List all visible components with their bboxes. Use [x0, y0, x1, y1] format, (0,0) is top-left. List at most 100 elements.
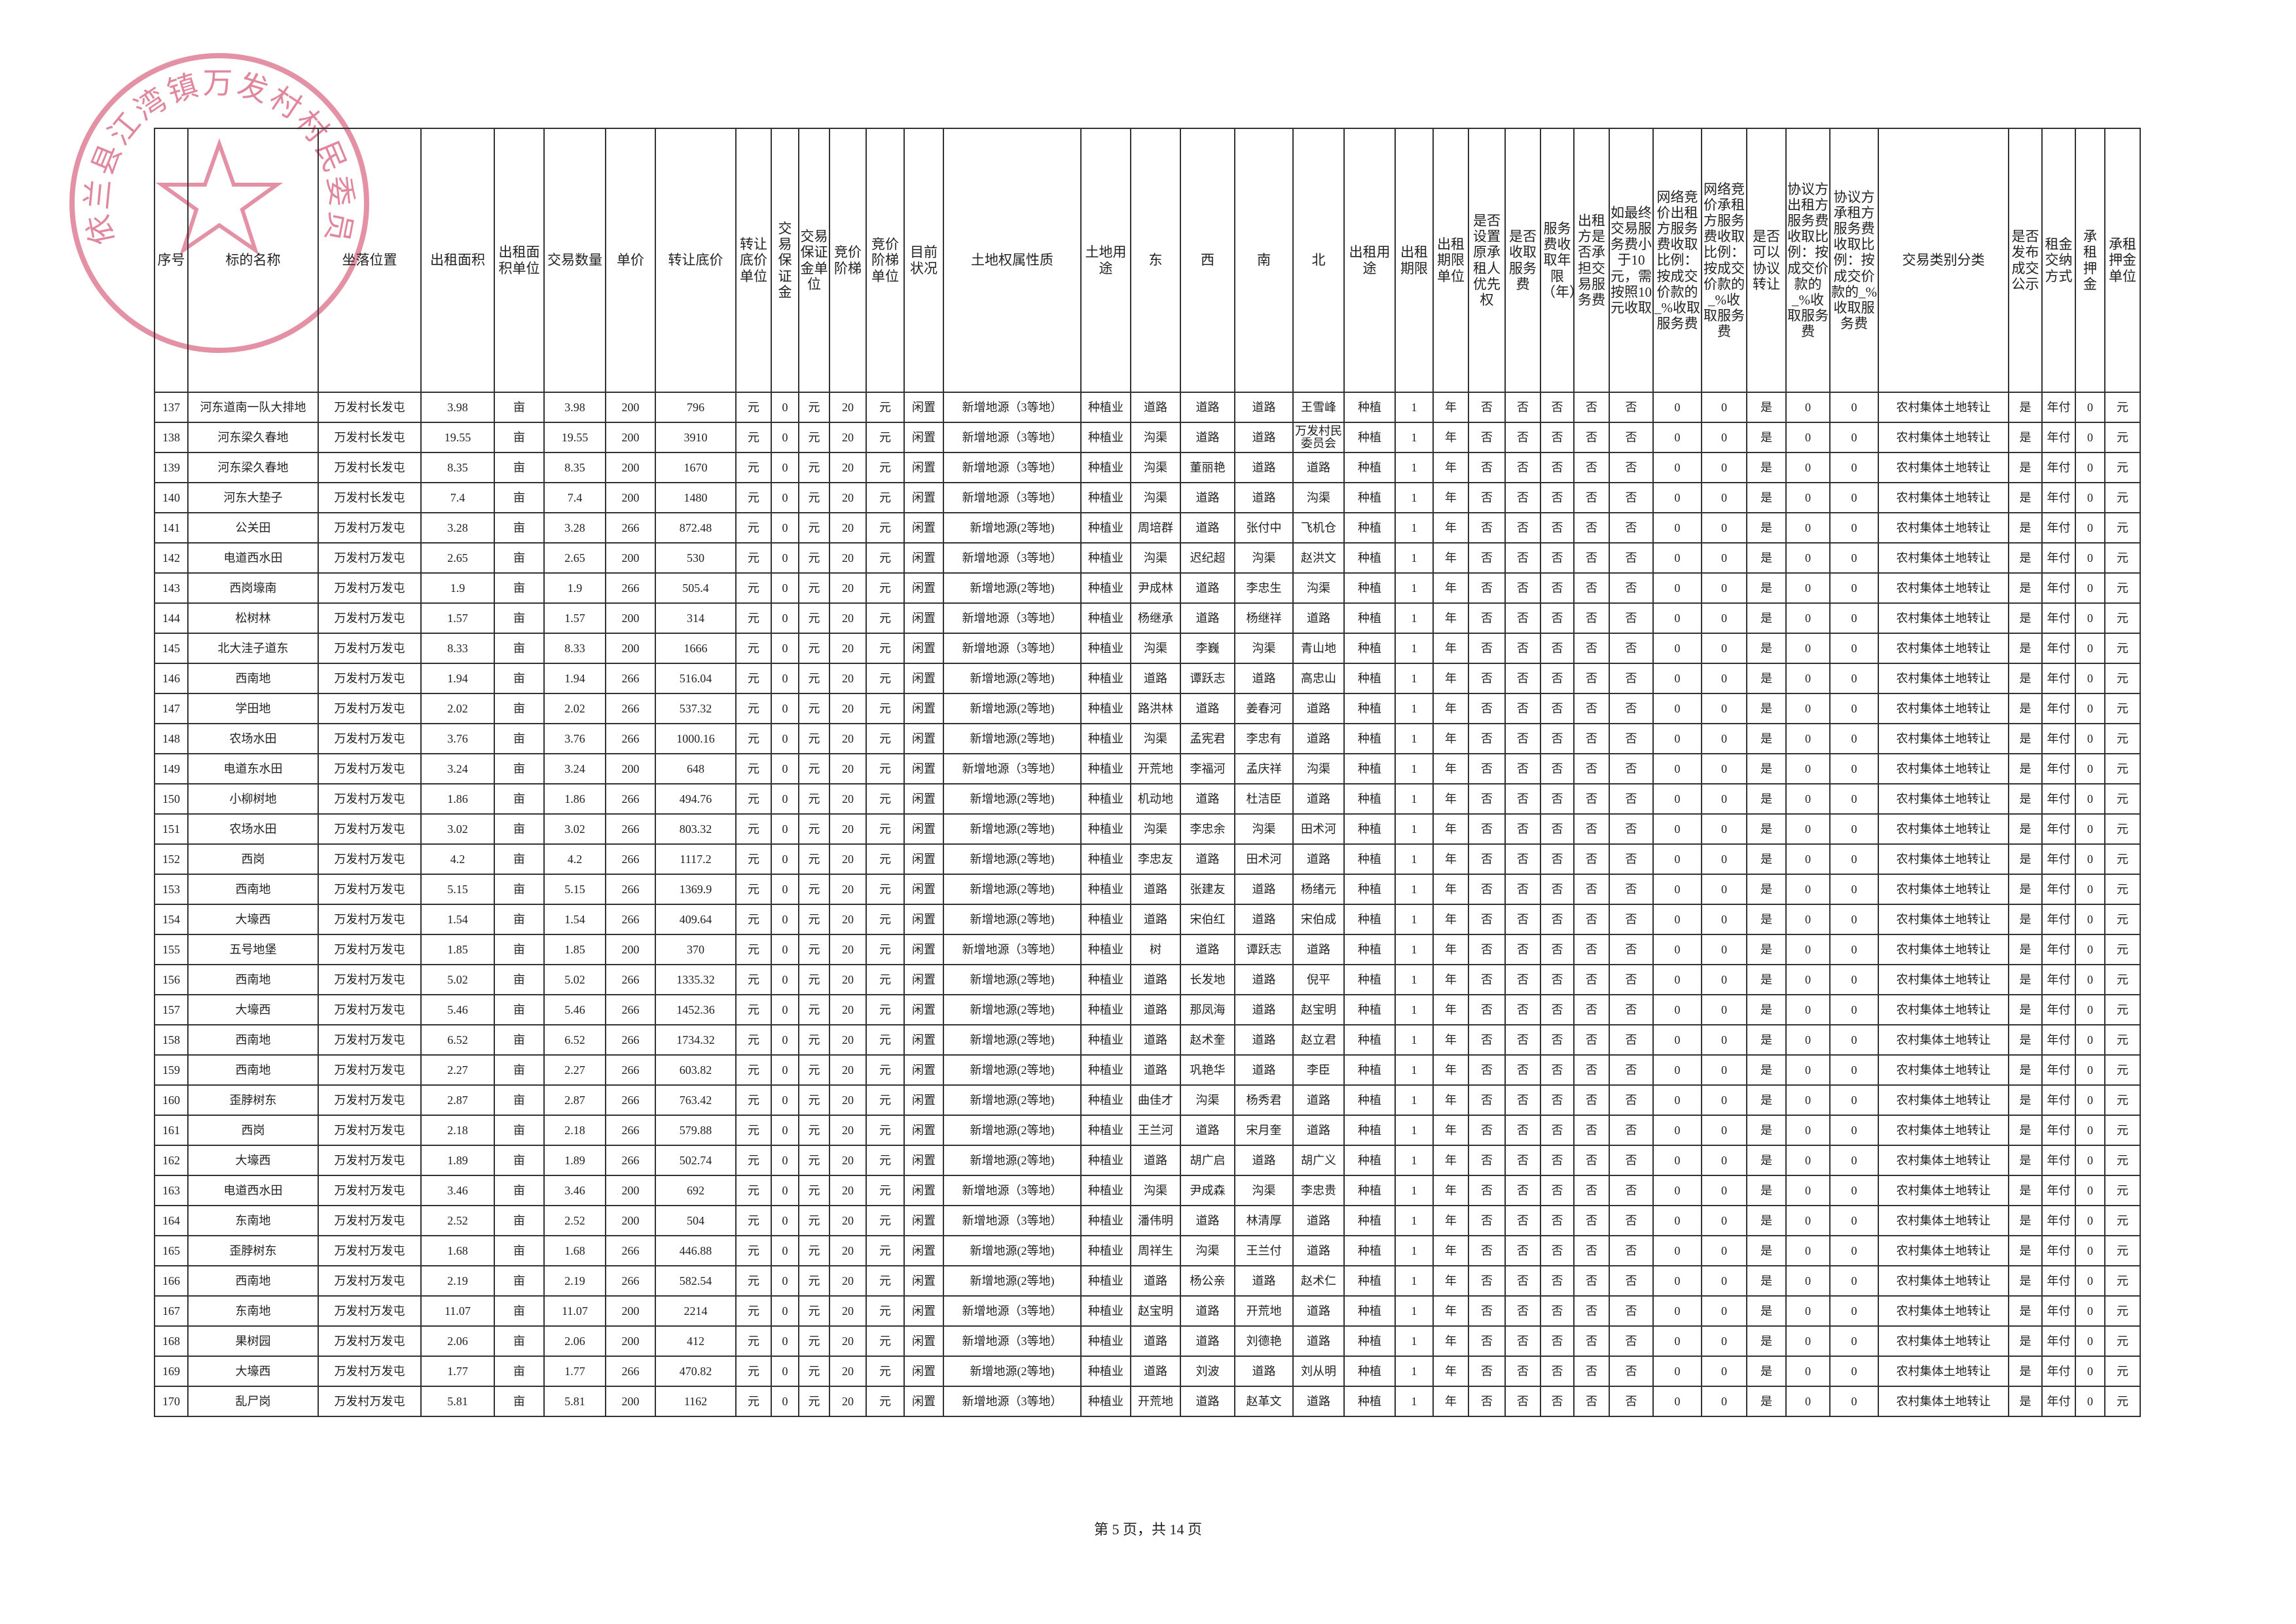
table-cell: 否	[1573, 994, 1610, 1025]
table-cell: 19.55	[420, 422, 495, 453]
table-cell: 亩	[494, 1265, 545, 1297]
table-cell: 种植业	[1080, 633, 1131, 664]
table-cell: 否	[1468, 1175, 1506, 1206]
table-cell: 开荒地	[1130, 1386, 1181, 1417]
table-cell: 1	[1394, 1356, 1434, 1387]
table-cell: 0	[2075, 1115, 2105, 1146]
table-cell: 沟渠	[1292, 572, 1345, 604]
table-cell: 0	[1652, 422, 1702, 453]
table-cell: 元	[2104, 392, 2141, 423]
table-cell: 20	[829, 602, 867, 634]
table-cell: 0	[1701, 602, 1747, 634]
table-cell: 种植	[1343, 1115, 1396, 1146]
table-cell: 否	[1504, 843, 1541, 875]
table-cell: 道路	[1292, 602, 1345, 634]
table-cell: 元	[2104, 1115, 2141, 1146]
table-cell: 种植	[1343, 1084, 1396, 1116]
table-cell: 年	[1432, 693, 1469, 724]
table-cell: 万发村长发屯	[318, 482, 422, 513]
table-cell: 年付	[2041, 783, 2076, 815]
table-cell: 0	[1785, 1265, 1831, 1297]
table-cell: 0	[1829, 753, 1879, 784]
table-cell: 元	[798, 843, 830, 875]
table-cell: 否	[1468, 1054, 1506, 1086]
table-cell: 种植	[1343, 542, 1396, 574]
table-cell: 农村集体土地转让	[1878, 813, 2009, 845]
header-cell: 转让底价	[655, 128, 737, 393]
table-cell: 年付	[2041, 452, 2076, 483]
table-cell: 新增地源(2等地)	[943, 783, 1082, 815]
table-cell: 是	[1746, 994, 1787, 1025]
table-cell: 0	[1785, 392, 1831, 423]
table-cell: 闲置	[903, 452, 944, 483]
table-cell: 种植业	[1080, 1356, 1131, 1387]
table-cell: 0	[1829, 1145, 1879, 1176]
table-cell: 154	[154, 904, 189, 935]
table-cell: 种植业	[1080, 1115, 1131, 1146]
table-cell: 种植	[1343, 1054, 1396, 1086]
table-cell: 闲置	[903, 1024, 944, 1056]
table-cell: 否	[1573, 753, 1610, 784]
table-cell: 亩	[494, 1145, 545, 1176]
table-cell: 168	[154, 1325, 189, 1357]
table-cell: 否	[1504, 542, 1541, 574]
table-cell: 1	[1394, 392, 1434, 423]
table-cell: 道路	[1234, 422, 1294, 453]
table-cell: 元	[798, 723, 830, 754]
table-cell: 刘德艳	[1234, 1325, 1294, 1357]
table-cell: 农场水田	[187, 723, 319, 754]
table-cell: 1	[1394, 693, 1434, 724]
table-cell: 0	[1829, 633, 1879, 664]
table-cell: 否	[1573, 693, 1610, 724]
table-cell: 年	[1432, 1024, 1469, 1056]
table-cell: 元	[735, 1054, 772, 1086]
table-cell: 年付	[2041, 602, 2076, 634]
table-cell: 1	[1394, 934, 1434, 965]
table-cell: 孟庆祥	[1234, 753, 1294, 784]
table-cell: 0	[1829, 1084, 1879, 1116]
header-cell: 出租期限	[1394, 128, 1434, 393]
table-cell: 否	[1468, 934, 1506, 965]
table-cell: 是	[1746, 633, 1787, 664]
table-cell: 否	[1468, 994, 1506, 1025]
table-cell: 种植	[1343, 693, 1396, 724]
table-cell: 2.27	[543, 1054, 606, 1086]
table-cell: 0	[771, 633, 799, 664]
table-cell: 3.46	[420, 1175, 495, 1206]
table-cell: 青山地	[1292, 633, 1345, 664]
table-cell: 0	[1829, 964, 1879, 995]
table-cell: 元	[735, 663, 772, 694]
table-cell: 元	[2104, 753, 2141, 784]
table-cell: 种植	[1343, 1175, 1396, 1206]
table-cell: 3.02	[420, 813, 495, 845]
table-cell: 0	[1785, 1175, 1831, 1206]
table-cell: 否	[1504, 392, 1541, 423]
table-cell: 李忠友	[1130, 843, 1181, 875]
table-cell: 1.86	[543, 783, 606, 815]
header-cell: 坐落位置	[318, 128, 422, 393]
header-cell: 交易数量	[543, 128, 606, 393]
header-cell: 网络竞价出租方服务费收取比例：按成交价款的_%收取服务费	[1652, 128, 1702, 393]
header-cell: 出租面积	[420, 128, 495, 393]
table-cell: 西南地	[187, 964, 319, 995]
table-cell: 松树林	[187, 602, 319, 634]
header-cell: 出租方是否承担交易服务费	[1573, 128, 1610, 393]
table-cell: 种植业	[1080, 512, 1131, 544]
table-cell: 266	[605, 693, 656, 724]
table-cell: 否	[1468, 1295, 1506, 1327]
table-cell: 是	[2008, 1235, 2043, 1266]
header-cell: 出租用途	[1343, 128, 1396, 393]
table-cell: 元	[735, 1295, 772, 1327]
table-cell: 2.06	[543, 1325, 606, 1357]
table-cell: 元	[866, 1386, 905, 1417]
table-cell: 19.55	[543, 422, 606, 453]
table-cell: 160	[154, 1084, 189, 1116]
table-cell: 年付	[2041, 422, 2076, 453]
table-cell: 否	[1468, 1084, 1506, 1116]
table-cell: 2.65	[543, 542, 606, 574]
table-cell: 亩	[494, 783, 545, 815]
table-cell: 道路	[1292, 1084, 1345, 1116]
table-cell: 闲置	[903, 633, 944, 664]
table-cell: 尹成森	[1180, 1175, 1235, 1206]
table-cell: 沟渠	[1292, 753, 1345, 784]
